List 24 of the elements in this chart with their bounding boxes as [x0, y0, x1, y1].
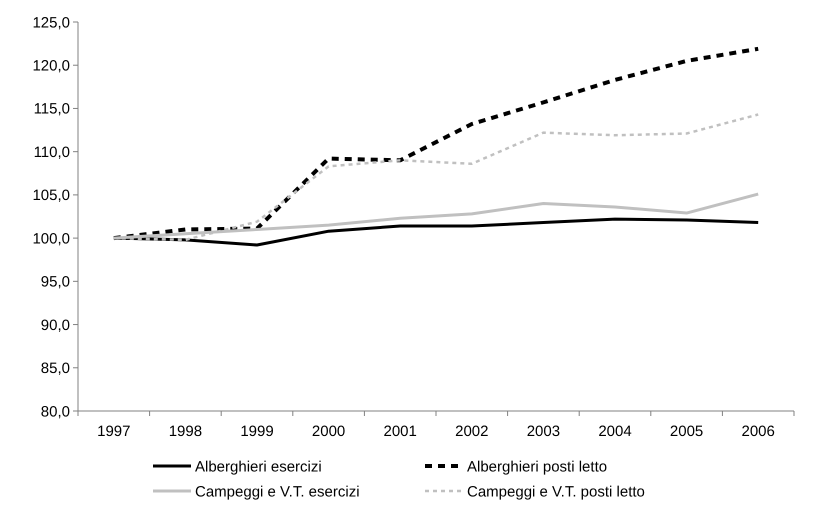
legend-label: Campeggi e V.T. posti letto	[467, 483, 645, 500]
y-tick-label: 105,0	[32, 187, 70, 204]
legend-label: Alberghieri posti letto	[467, 458, 608, 476]
y-tick-label: 120,0	[32, 57, 70, 74]
x-tick-label: 2004	[598, 423, 632, 440]
x-tick-label: 2003	[526, 423, 560, 440]
y-tick-label: 100,0	[32, 230, 70, 248]
legend-label: Alberghieri esercizi	[195, 458, 322, 476]
x-tick-label: 1997	[97, 423, 130, 440]
x-tick-label: 1998	[168, 423, 202, 440]
y-tick-label: 90,0	[40, 316, 70, 334]
y-tick-label: 115,0	[34, 100, 70, 118]
y-tick-label: 110,0	[34, 144, 70, 161]
y-tick-label: 85,0	[40, 360, 70, 378]
x-tick-label: 2006	[742, 423, 775, 440]
x-tick-label: 2005	[670, 423, 704, 440]
x-tick-label: 2002	[455, 423, 488, 440]
legend-label: Campeggi e V.T. esercizi	[195, 483, 360, 500]
y-tick-label: 125,0	[32, 14, 70, 32]
y-tick-label: 95,0	[40, 274, 70, 291]
x-tick-label: 1999	[240, 423, 274, 440]
y-tick-label: 80,0	[40, 403, 70, 420]
x-tick-label: 2000	[312, 423, 346, 440]
x-tick-label: 2001	[384, 423, 417, 440]
